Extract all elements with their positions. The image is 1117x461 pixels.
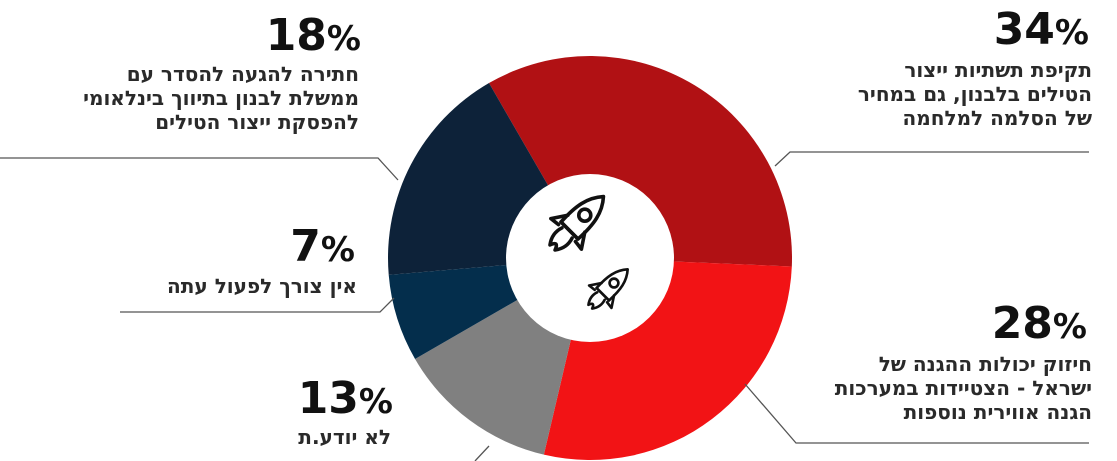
slice-label-1-line-2: הגנה אווירית נוספות <box>903 400 1092 424</box>
slice-label-3-line-0: אין צורך לפעול עתה <box>167 274 357 298</box>
slice-label-1: חיזוק יכולות ההגנה של ישראל - הצטיידות ב… <box>835 352 1092 424</box>
rocket-icon-small <box>587 268 629 310</box>
leader-line-2 <box>474 445 490 461</box>
slice-value-1: 28% <box>991 298 1087 349</box>
slice-value-3: 7% <box>290 221 355 272</box>
slice-label-0: תקיפת תשתיות ייצור הטילים בלבנון, גם במח… <box>858 58 1092 130</box>
slice-label-4-line-2: להפסקת ייצור הטילים <box>155 110 359 134</box>
slice-value-2: 13% <box>297 373 393 424</box>
slice-label-0-line-1: הטילים בלבנון, גם במחיר <box>857 82 1092 106</box>
two-rockets-icon <box>548 194 629 310</box>
slice-label-4-line-1: ממשלת לבנון בתיווך בינלאומי <box>83 86 359 110</box>
slice-label-4-line-0: חתירה להגעה להסדר עם <box>126 62 359 86</box>
leader-line-1 <box>744 383 1089 444</box>
slice-label-0-line-0: תקיפת תשתיות ייצור <box>904 58 1092 82</box>
leader-line-0 <box>774 151 1089 167</box>
slice-label-1-line-0: חיזוק יכולות ההגנה של <box>878 352 1092 376</box>
slice-label-0-line-2: של הסלמה למלחמה <box>902 106 1092 130</box>
leader-line-3 <box>120 297 395 313</box>
leader-line-4 <box>0 157 399 181</box>
slice-label-3: אין צורך לפעול עתה <box>167 274 357 298</box>
slice-label-4: חתירה להגעה להסדר עם ממשלת לבנון בתיווך … <box>83 62 359 134</box>
slice-value-4: 18% <box>265 10 361 61</box>
slice-label-2: לא יודע.ת <box>298 425 391 449</box>
slice-value-0: 34% <box>993 4 1089 55</box>
slice-label-1-line-1: ישראל - הצטיידות במערכות <box>834 376 1092 400</box>
rocket-icon-large <box>548 194 606 252</box>
donut-hole <box>506 174 674 342</box>
slice-label-2-line-0: לא יודע.ת <box>298 425 391 449</box>
